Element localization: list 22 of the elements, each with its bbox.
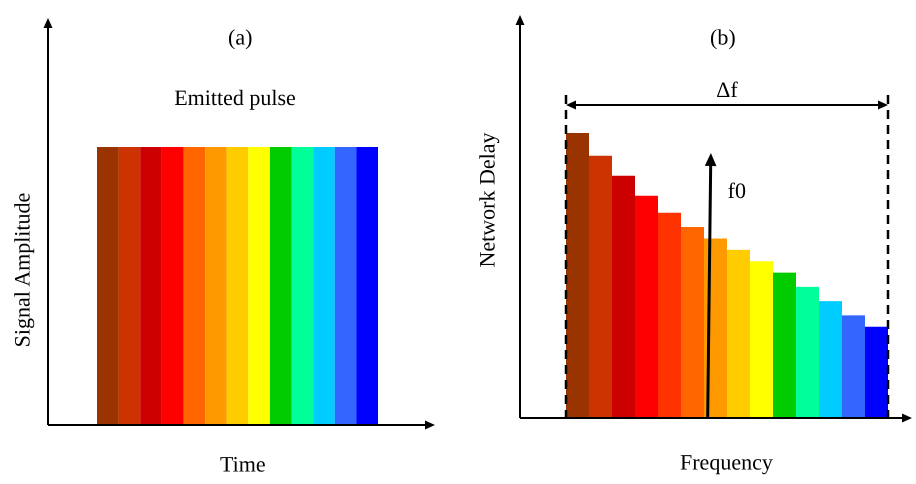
- x-axis-title: Time: [220, 452, 266, 476]
- y-axis-title: Network Delay: [474, 132, 500, 268]
- bar: [566, 133, 589, 418]
- bar: [635, 196, 658, 418]
- bar: [727, 250, 750, 418]
- bar: [658, 212, 681, 418]
- y-axis-title: Signal Amplitude: [10, 192, 34, 348]
- bar: [842, 315, 865, 418]
- bar: [865, 326, 888, 418]
- text: Emitted pulse: [174, 85, 296, 110]
- bar: [681, 227, 704, 418]
- bar: [750, 261, 773, 418]
- annotation: f0: [728, 178, 746, 203]
- chart-title: (b): [710, 24, 736, 50]
- bar: [773, 272, 796, 418]
- bar: [796, 286, 819, 418]
- bar: [589, 156, 612, 418]
- chart-title: (a): [228, 24, 252, 50]
- text: Δf: [716, 77, 738, 102]
- x-axis-title: Frequency: [680, 450, 773, 474]
- bar: [612, 176, 635, 418]
- bar: [819, 301, 842, 418]
